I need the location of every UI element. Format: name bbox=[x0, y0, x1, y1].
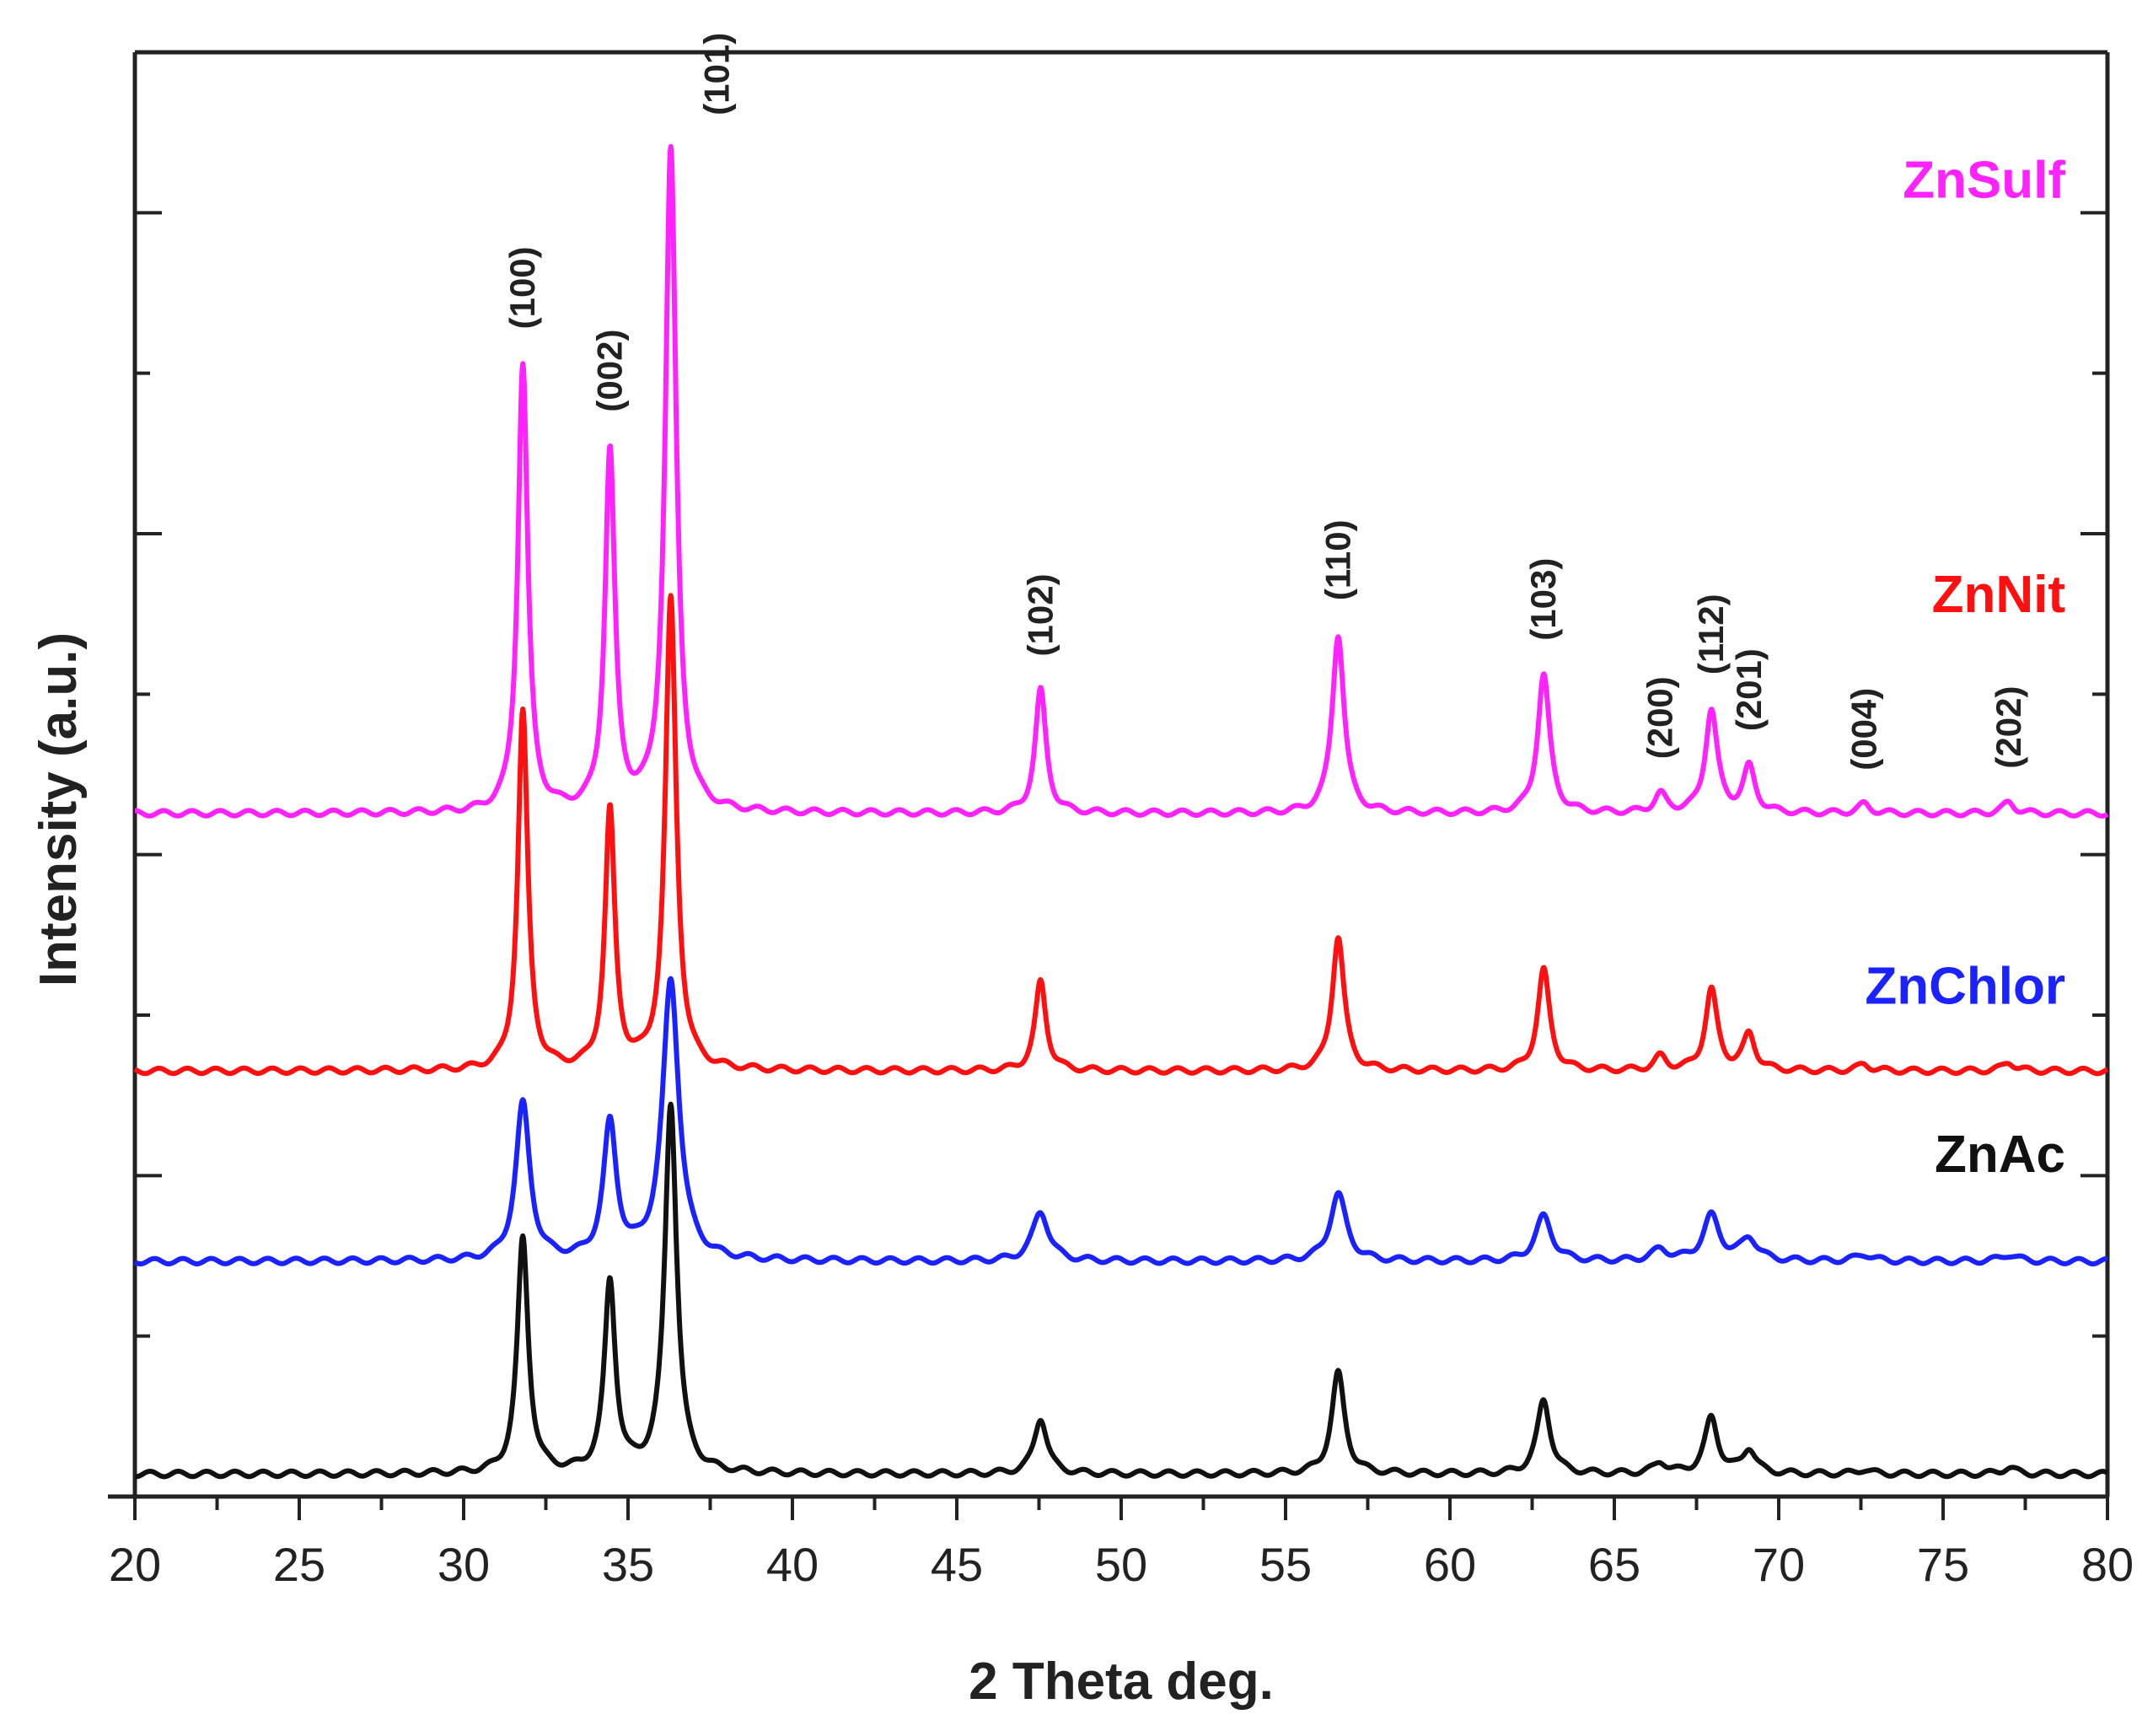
peak-label: (004) bbox=[1844, 688, 1883, 771]
x-tick-label: 75 bbox=[1917, 1538, 1969, 1591]
peak-label: (201) bbox=[1729, 648, 1769, 731]
peak-label: (002) bbox=[590, 330, 630, 412]
x-tick-label: 30 bbox=[438, 1538, 490, 1591]
trace-znac bbox=[132, 1101, 2110, 1480]
x-tick-label: 40 bbox=[766, 1538, 819, 1591]
series-label-znac: ZnAc bbox=[1935, 1126, 2065, 1184]
trace-znnit bbox=[132, 593, 2110, 1077]
y-axis-ticks bbox=[135, 211, 2107, 1338]
x-tick-label: 20 bbox=[109, 1538, 161, 1591]
peak-label: (112) bbox=[1691, 594, 1731, 675]
peak-annotations: (100) (002) (101) (102) (110) (103) (200) (112)… bbox=[502, 33, 2028, 771]
peak-label: (202) bbox=[1989, 686, 2028, 769]
series-traces bbox=[132, 143, 2110, 1480]
trace-znchlor bbox=[132, 975, 2110, 1267]
peak-label: (100) bbox=[502, 246, 542, 329]
x-axis-ticks bbox=[133, 1497, 2109, 1520]
trace-znsulf bbox=[132, 143, 2110, 819]
peak-label: (102) bbox=[1020, 573, 1060, 656]
peak-label: (110) bbox=[1318, 519, 1357, 600]
series-label-znchlor: ZnChlor bbox=[1865, 958, 2065, 1016]
x-tick-label: 35 bbox=[602, 1538, 654, 1591]
plot-frame bbox=[108, 50, 2110, 1499]
x-tick-label: 55 bbox=[1259, 1538, 1312, 1591]
x-tick-label: 80 bbox=[2081, 1538, 2134, 1591]
peak-label: (200) bbox=[1640, 676, 1680, 759]
series-labels: ZnSulf ZnNit ZnChlor ZnAc bbox=[1865, 152, 2065, 1184]
peak-label: (101) bbox=[696, 33, 736, 116]
series-label-znsulf: ZnSulf bbox=[1903, 152, 2065, 210]
x-tick-label: 45 bbox=[931, 1538, 983, 1591]
x-tick-label: 60 bbox=[1424, 1538, 1476, 1591]
y-axis-title: Intensity (a.u.) bbox=[30, 632, 88, 986]
x-tick-label: 50 bbox=[1095, 1538, 1147, 1591]
x-tick-label: 70 bbox=[1753, 1538, 1805, 1591]
x-tick-label: 65 bbox=[1588, 1538, 1640, 1591]
x-tick-label: 25 bbox=[273, 1538, 325, 1591]
peak-label: (103) bbox=[1523, 558, 1563, 641]
x-axis-title: 2 Theta deg. bbox=[969, 1653, 1274, 1711]
x-axis-tick-labels: 20 25 30 35 40 45 50 55 60 65 70 75 80 bbox=[109, 1538, 2134, 1591]
series-label-znnit: ZnNit bbox=[1932, 566, 2065, 624]
